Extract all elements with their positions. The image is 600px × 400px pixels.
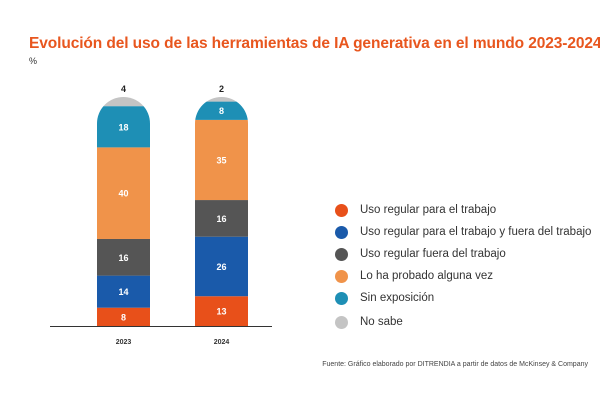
data-label: 8 [121, 312, 126, 322]
legend-swatch [335, 247, 348, 261]
data-label: 2 [219, 84, 224, 94]
bar-segment [195, 119, 248, 201]
legend-item: Uso regular fuera del trabajo [333, 243, 591, 265]
legend-item: Uso regular para el trabajo y fuera del … [333, 221, 591, 243]
bar-segment [195, 101, 248, 120]
x-tick-label: 2024 [214, 339, 230, 346]
legend-label: Lo ha probado alguna vez [360, 270, 493, 282]
bar-2023 [97, 97, 150, 326]
legend-label: Uso regular fuera del trabajo [360, 248, 506, 260]
legend-swatch [335, 225, 348, 239]
source-note: Fuente: Gráfico elaborado por DITRENDIA … [322, 361, 588, 368]
legend-swatch [335, 291, 348, 305]
bar-segment [97, 97, 150, 107]
data-label: 13 [216, 307, 226, 317]
unit-label: % [29, 56, 38, 66]
data-label: 16 [216, 214, 226, 224]
legend-item: No sabe [333, 309, 591, 335]
bar-segment [97, 106, 150, 148]
bar-segment [195, 236, 248, 297]
data-label: 8 [219, 106, 224, 116]
bar-2024 [195, 97, 248, 326]
data-label: 18 [118, 122, 128, 132]
data-label: 14 [118, 287, 128, 297]
bar-segment [195, 200, 248, 237]
legend-label: Uso regular para el trabajo y fuera del … [360, 226, 592, 238]
chart-title: Evolución del uso de las herramientas de… [29, 35, 600, 52]
legend-item: Uso regular para el trabajo [333, 199, 591, 221]
bar-segment [97, 275, 150, 308]
data-label: 4 [121, 84, 126, 94]
legend: Uso regular para el trabajo Uso regular … [333, 199, 591, 335]
data-label: 26 [216, 262, 226, 272]
legend-swatch [335, 269, 348, 283]
x-tick-label: 2023 [116, 339, 132, 346]
legend-label: No sabe [360, 316, 403, 328]
bar-segment [97, 307, 150, 326]
legend-label: Uso regular para el trabajo [360, 204, 497, 216]
legend-swatch [335, 315, 348, 329]
bar-segment [195, 296, 248, 326]
legend-item: Sin exposición [333, 287, 591, 309]
data-label: 35 [216, 155, 226, 165]
data-label: 16 [118, 253, 128, 263]
legend-label: Sin exposición [360, 292, 435, 304]
bar-segment [97, 147, 150, 239]
bar-segment [195, 97, 248, 102]
bar-segment [97, 238, 150, 276]
data-label: 40 [118, 189, 128, 199]
legend-swatch [335, 203, 348, 217]
legend-item: Lo ha probado alguna vez [333, 265, 591, 287]
